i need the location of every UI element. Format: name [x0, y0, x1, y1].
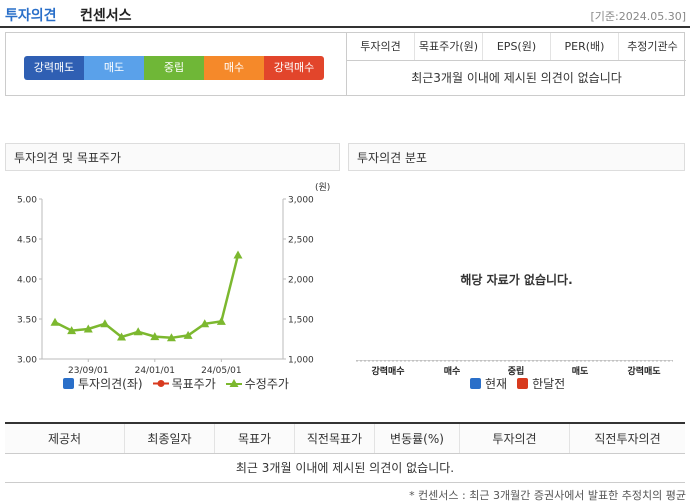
dot-line-icon	[152, 380, 169, 387]
triangle-line-icon	[225, 379, 242, 387]
legend-adjusted-price: 수정주가	[225, 375, 289, 392]
summary-table-header: 투자의견 목표주가(원) EPS(원) PER(배) 추정기관수	[347, 33, 686, 61]
adjusted-price-point	[233, 250, 243, 259]
summary-col-per: PER(배)	[551, 33, 619, 60]
col-change-rate: 변동률(%)	[375, 424, 460, 453]
adjusted-price-point	[166, 333, 176, 342]
x-tick-label: 24/01/01	[135, 366, 175, 376]
title-bar: 투자의견 컨센서스 [기준:2024.05.30]	[0, 0, 690, 28]
adjusted-price-point	[133, 327, 143, 336]
legend-current: 현재	[470, 375, 507, 392]
legend-target-price: 목표주가	[152, 375, 216, 392]
scale-buy: 매수	[204, 56, 264, 80]
col-last-date: 최종일자	[125, 424, 215, 453]
legend-current-label: 현재	[485, 377, 508, 391]
adjusted-price-line	[54, 254, 240, 340]
x-tick-label: 23/09/01	[68, 366, 108, 376]
col-prev-opinion: 직전투자의견	[594, 432, 661, 446]
broker-table-empty-message: 최근 3개월 이내에 제시된 의견이 없습니다.	[235, 461, 455, 475]
y-left-tick-label: 4.00	[17, 276, 37, 286]
adjusted-price-point	[83, 324, 93, 333]
col-target-price: 목표가	[215, 424, 295, 453]
adjusted-price-point	[200, 319, 210, 328]
consensus-summary-box: 강력매도 매도 중립 매수 강력매수 투자의견 목표주가(원) EPS(원) P…	[5, 32, 686, 96]
adjusted-price-point	[100, 319, 110, 328]
adjusted-price-point	[183, 330, 193, 339]
distribution-axis	[356, 360, 673, 362]
y-left-tick-label: 4.50	[17, 236, 37, 246]
opinion-distribution-panel: 투자의견 분포 해당 자료가 없습니다. 강력매수 매수 중립 매도 강력매도 …	[348, 143, 685, 391]
adjusted-price-point	[150, 332, 160, 341]
x-tick-label: 24/05/01	[201, 366, 241, 376]
legend-opinion: 투자의견(좌)	[63, 375, 143, 392]
square-icon	[63, 378, 74, 389]
y-left-tick-label: 5.00	[17, 196, 37, 206]
summary-empty-message: 최근3개월 이내에 제시된 의견이 없습니다	[411, 71, 622, 85]
dist-cat-buy: 매수	[443, 367, 461, 377]
broker-opinion-table: 제공처 최종일자 목표가 직전목표가 변동률(%) 투자의견 직전투자의견 최근…	[5, 422, 685, 483]
adjusted-price-point	[117, 332, 127, 341]
base-date: [기준:2024.05.30]	[590, 10, 686, 23]
summary-col-target: 목표주가(원)	[415, 33, 483, 60]
square-icon	[517, 378, 529, 389]
legend-target-price-label: 목표주가	[171, 377, 216, 391]
dist-cat-strong-sell: 강력매도	[627, 367, 661, 377]
left-panel-title: 투자의견 및 목표주가	[5, 143, 340, 171]
col-opinion: 투자의견	[460, 424, 570, 453]
summary-col-count: 추정기관수	[627, 40, 678, 53]
square-icon	[470, 378, 481, 389]
footnote: * 컨센서스 : 최근 3개월간 증권사에서 발표한 추정치의 평균	[409, 489, 686, 502]
adjusted-price-point	[50, 317, 60, 326]
y-right-tick-label: 1,000	[288, 356, 314, 366]
legend-month-ago-label: 한달전	[532, 377, 566, 391]
no-data-message: 해당 자료가 없습니다.	[460, 273, 573, 287]
dist-cat-strong-buy: 강력매수	[371, 367, 405, 377]
right-chart-legend: 현재 한달전	[470, 375, 575, 392]
legend-adjusted-price-label: 수정주가	[244, 377, 289, 391]
legend-opinion-label: 투자의견(좌)	[78, 377, 143, 391]
scale-strong-buy: 강력매수	[264, 56, 324, 80]
summary-col-eps: EPS(원)	[483, 33, 551, 60]
right-panel-title: 투자의견 분포	[348, 143, 685, 171]
price-line-chart: 5.00 4.50 4.00 3.50 3.00 3,000 2,500 2,000 1,500…	[17, 182, 330, 376]
y-left-tick-label: 3.00	[17, 356, 37, 366]
summary-table: 투자의견 목표주가(원) EPS(원) PER(배) 추정기관수 최근3개월 이…	[346, 33, 686, 95]
y-right-tick-label: 2,000	[288, 276, 314, 286]
left-chart-legend: 투자의견(좌) 목표주가 수정주가	[63, 375, 299, 392]
broker-table-header: 제공처 최종일자 목표가 직전목표가 변동률(%) 투자의견 직전투자의견	[5, 424, 685, 454]
adjusted-price-point	[216, 316, 226, 325]
y-right-unit: (원)	[315, 182, 330, 193]
page-title: 투자의견	[5, 8, 57, 24]
summary-col-opinion: 투자의견	[347, 33, 415, 60]
scale-neutral: 중립	[144, 56, 204, 80]
opinion-scale-bar: 강력매도 매도 중립 매수 강력매수	[24, 56, 324, 80]
col-provider: 제공처	[5, 424, 125, 453]
scale-sell: 매도	[84, 56, 144, 80]
y-right-tick-label: 3,000	[288, 196, 314, 206]
scale-strong-sell: 강력매도	[24, 56, 84, 80]
adjusted-price-point	[67, 326, 77, 335]
y-right-tick-label: 2,500	[288, 236, 314, 246]
page-subtitle: 컨센서스	[80, 8, 132, 24]
opinion-target-price-panel: 투자의견 및 목표주가 5.00 4.50 4.00 3.50 3.00 3,000 2,5…	[5, 143, 340, 391]
dist-cat-sell: 매도	[571, 367, 589, 377]
y-right-tick-label: 1,500	[288, 316, 314, 326]
dist-cat-neutral: 중립	[507, 367, 525, 377]
col-prev-target: 직전목표가	[295, 424, 375, 453]
distribution-categories: 강력매수 매수 중립 매도 강력매도	[356, 364, 676, 377]
legend-month-ago: 한달전	[517, 375, 565, 392]
y-left-tick-label: 3.50	[17, 316, 37, 326]
